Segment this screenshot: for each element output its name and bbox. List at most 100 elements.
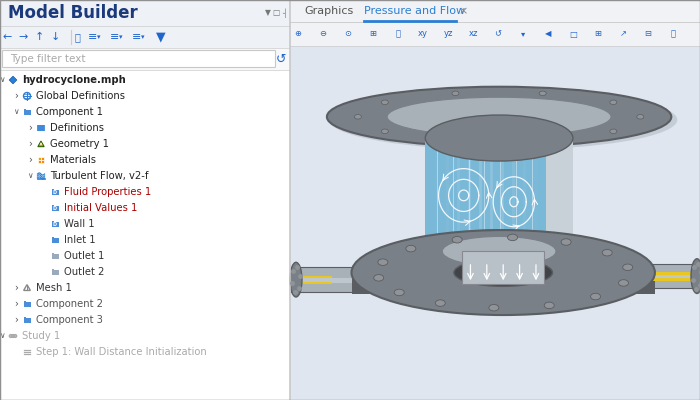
- Ellipse shape: [454, 259, 552, 286]
- Text: ×: ×: [458, 6, 468, 16]
- Bar: [52, 270, 59, 275]
- Text: ▾: ▾: [141, 34, 145, 40]
- Bar: [52, 269, 55, 270]
- Text: Wall 1: Wall 1: [64, 219, 94, 229]
- Ellipse shape: [435, 300, 445, 306]
- Bar: [52, 221, 55, 222]
- Bar: [52, 237, 55, 238]
- Text: ↓: ↓: [50, 32, 60, 42]
- Text: Geometry 1: Geometry 1: [50, 139, 109, 149]
- Bar: [291, 278, 373, 283]
- Ellipse shape: [591, 293, 601, 300]
- Text: Component 3: Component 3: [36, 315, 103, 325]
- Text: ›: ›: [14, 299, 18, 309]
- Text: ›: ›: [28, 139, 32, 149]
- Ellipse shape: [452, 236, 462, 243]
- Ellipse shape: [329, 90, 678, 150]
- Text: ▾: ▾: [521, 30, 525, 38]
- Ellipse shape: [418, 230, 580, 272]
- Ellipse shape: [452, 138, 459, 142]
- Text: ⤵: ⤵: [395, 30, 400, 38]
- Polygon shape: [415, 251, 578, 280]
- Bar: [52, 205, 55, 206]
- Bar: [24, 301, 27, 302]
- Text: ⊖: ⊖: [319, 30, 326, 38]
- Text: ⊞: ⊞: [594, 30, 601, 38]
- Bar: [38, 160, 41, 163]
- Bar: [576, 264, 698, 288]
- Bar: [291, 267, 373, 292]
- Text: □: □: [272, 8, 279, 18]
- Text: □: □: [569, 30, 577, 38]
- Bar: [637, 272, 698, 275]
- Bar: [290, 22, 700, 46]
- Bar: [0, 0, 290, 26]
- Ellipse shape: [619, 280, 629, 286]
- Text: ↺: ↺: [276, 52, 286, 66]
- Text: ›: ›: [28, 123, 32, 133]
- Bar: [24, 317, 27, 318]
- Bar: [52, 206, 59, 211]
- Text: Study 1: Study 1: [22, 331, 60, 341]
- Text: ▼: ▼: [156, 30, 166, 44]
- Text: Step 1: Wall Distance Initialization: Step 1: Wall Distance Initialization: [36, 347, 206, 357]
- Bar: [426, 138, 546, 266]
- Text: ┤: ┤: [281, 8, 286, 18]
- Text: ▾: ▾: [119, 34, 122, 40]
- Bar: [290, 46, 700, 400]
- Ellipse shape: [426, 115, 573, 161]
- Ellipse shape: [561, 239, 571, 245]
- Text: →: →: [18, 32, 28, 42]
- Text: Global Definitions: Global Definitions: [36, 91, 125, 101]
- Ellipse shape: [452, 91, 459, 96]
- Ellipse shape: [378, 259, 388, 266]
- Ellipse shape: [442, 236, 556, 266]
- Ellipse shape: [637, 114, 644, 119]
- Text: Definitions: Definitions: [50, 123, 104, 133]
- Bar: [290, 0, 700, 22]
- Text: D: D: [52, 190, 57, 195]
- Text: Materials: Materials: [50, 155, 96, 165]
- Ellipse shape: [327, 87, 671, 147]
- Bar: [52, 189, 55, 190]
- Polygon shape: [9, 76, 17, 84]
- Text: ≡: ≡: [88, 32, 98, 42]
- Text: ↗: ↗: [620, 30, 626, 38]
- Ellipse shape: [382, 100, 388, 104]
- Bar: [576, 275, 698, 280]
- Ellipse shape: [539, 138, 546, 142]
- Bar: [41, 160, 44, 163]
- Text: ⊙: ⊙: [344, 30, 351, 38]
- Text: Pressure and Flow: Pressure and Flow: [364, 6, 465, 16]
- Ellipse shape: [354, 114, 361, 119]
- Text: D: D: [52, 222, 57, 227]
- Text: ↑: ↑: [34, 32, 43, 42]
- Text: ≡: ≡: [111, 32, 120, 42]
- Ellipse shape: [374, 274, 384, 281]
- Bar: [637, 278, 698, 280]
- Ellipse shape: [394, 289, 404, 296]
- Text: xy: xy: [418, 30, 428, 38]
- Ellipse shape: [610, 129, 617, 134]
- Text: xz: xz: [468, 30, 477, 38]
- Text: Inlet 1: Inlet 1: [64, 235, 96, 245]
- Text: ›: ›: [14, 283, 18, 293]
- Bar: [291, 276, 332, 278]
- Bar: [52, 190, 59, 195]
- Text: 🔒: 🔒: [671, 30, 676, 38]
- Bar: [462, 251, 544, 284]
- Bar: [38, 157, 41, 160]
- Ellipse shape: [610, 100, 617, 104]
- Text: ›: ›: [14, 91, 18, 101]
- Text: ∨: ∨: [27, 172, 33, 180]
- Bar: [0, 26, 290, 48]
- Bar: [52, 222, 59, 227]
- Text: Outlet 1: Outlet 1: [64, 251, 104, 261]
- Bar: [546, 138, 573, 266]
- Text: ≡: ≡: [132, 32, 141, 42]
- Text: ↺: ↺: [494, 30, 501, 38]
- Text: ∨: ∨: [0, 332, 5, 340]
- Ellipse shape: [426, 242, 573, 288]
- Text: 👁: 👁: [74, 32, 80, 42]
- Text: ⊟: ⊟: [645, 30, 652, 38]
